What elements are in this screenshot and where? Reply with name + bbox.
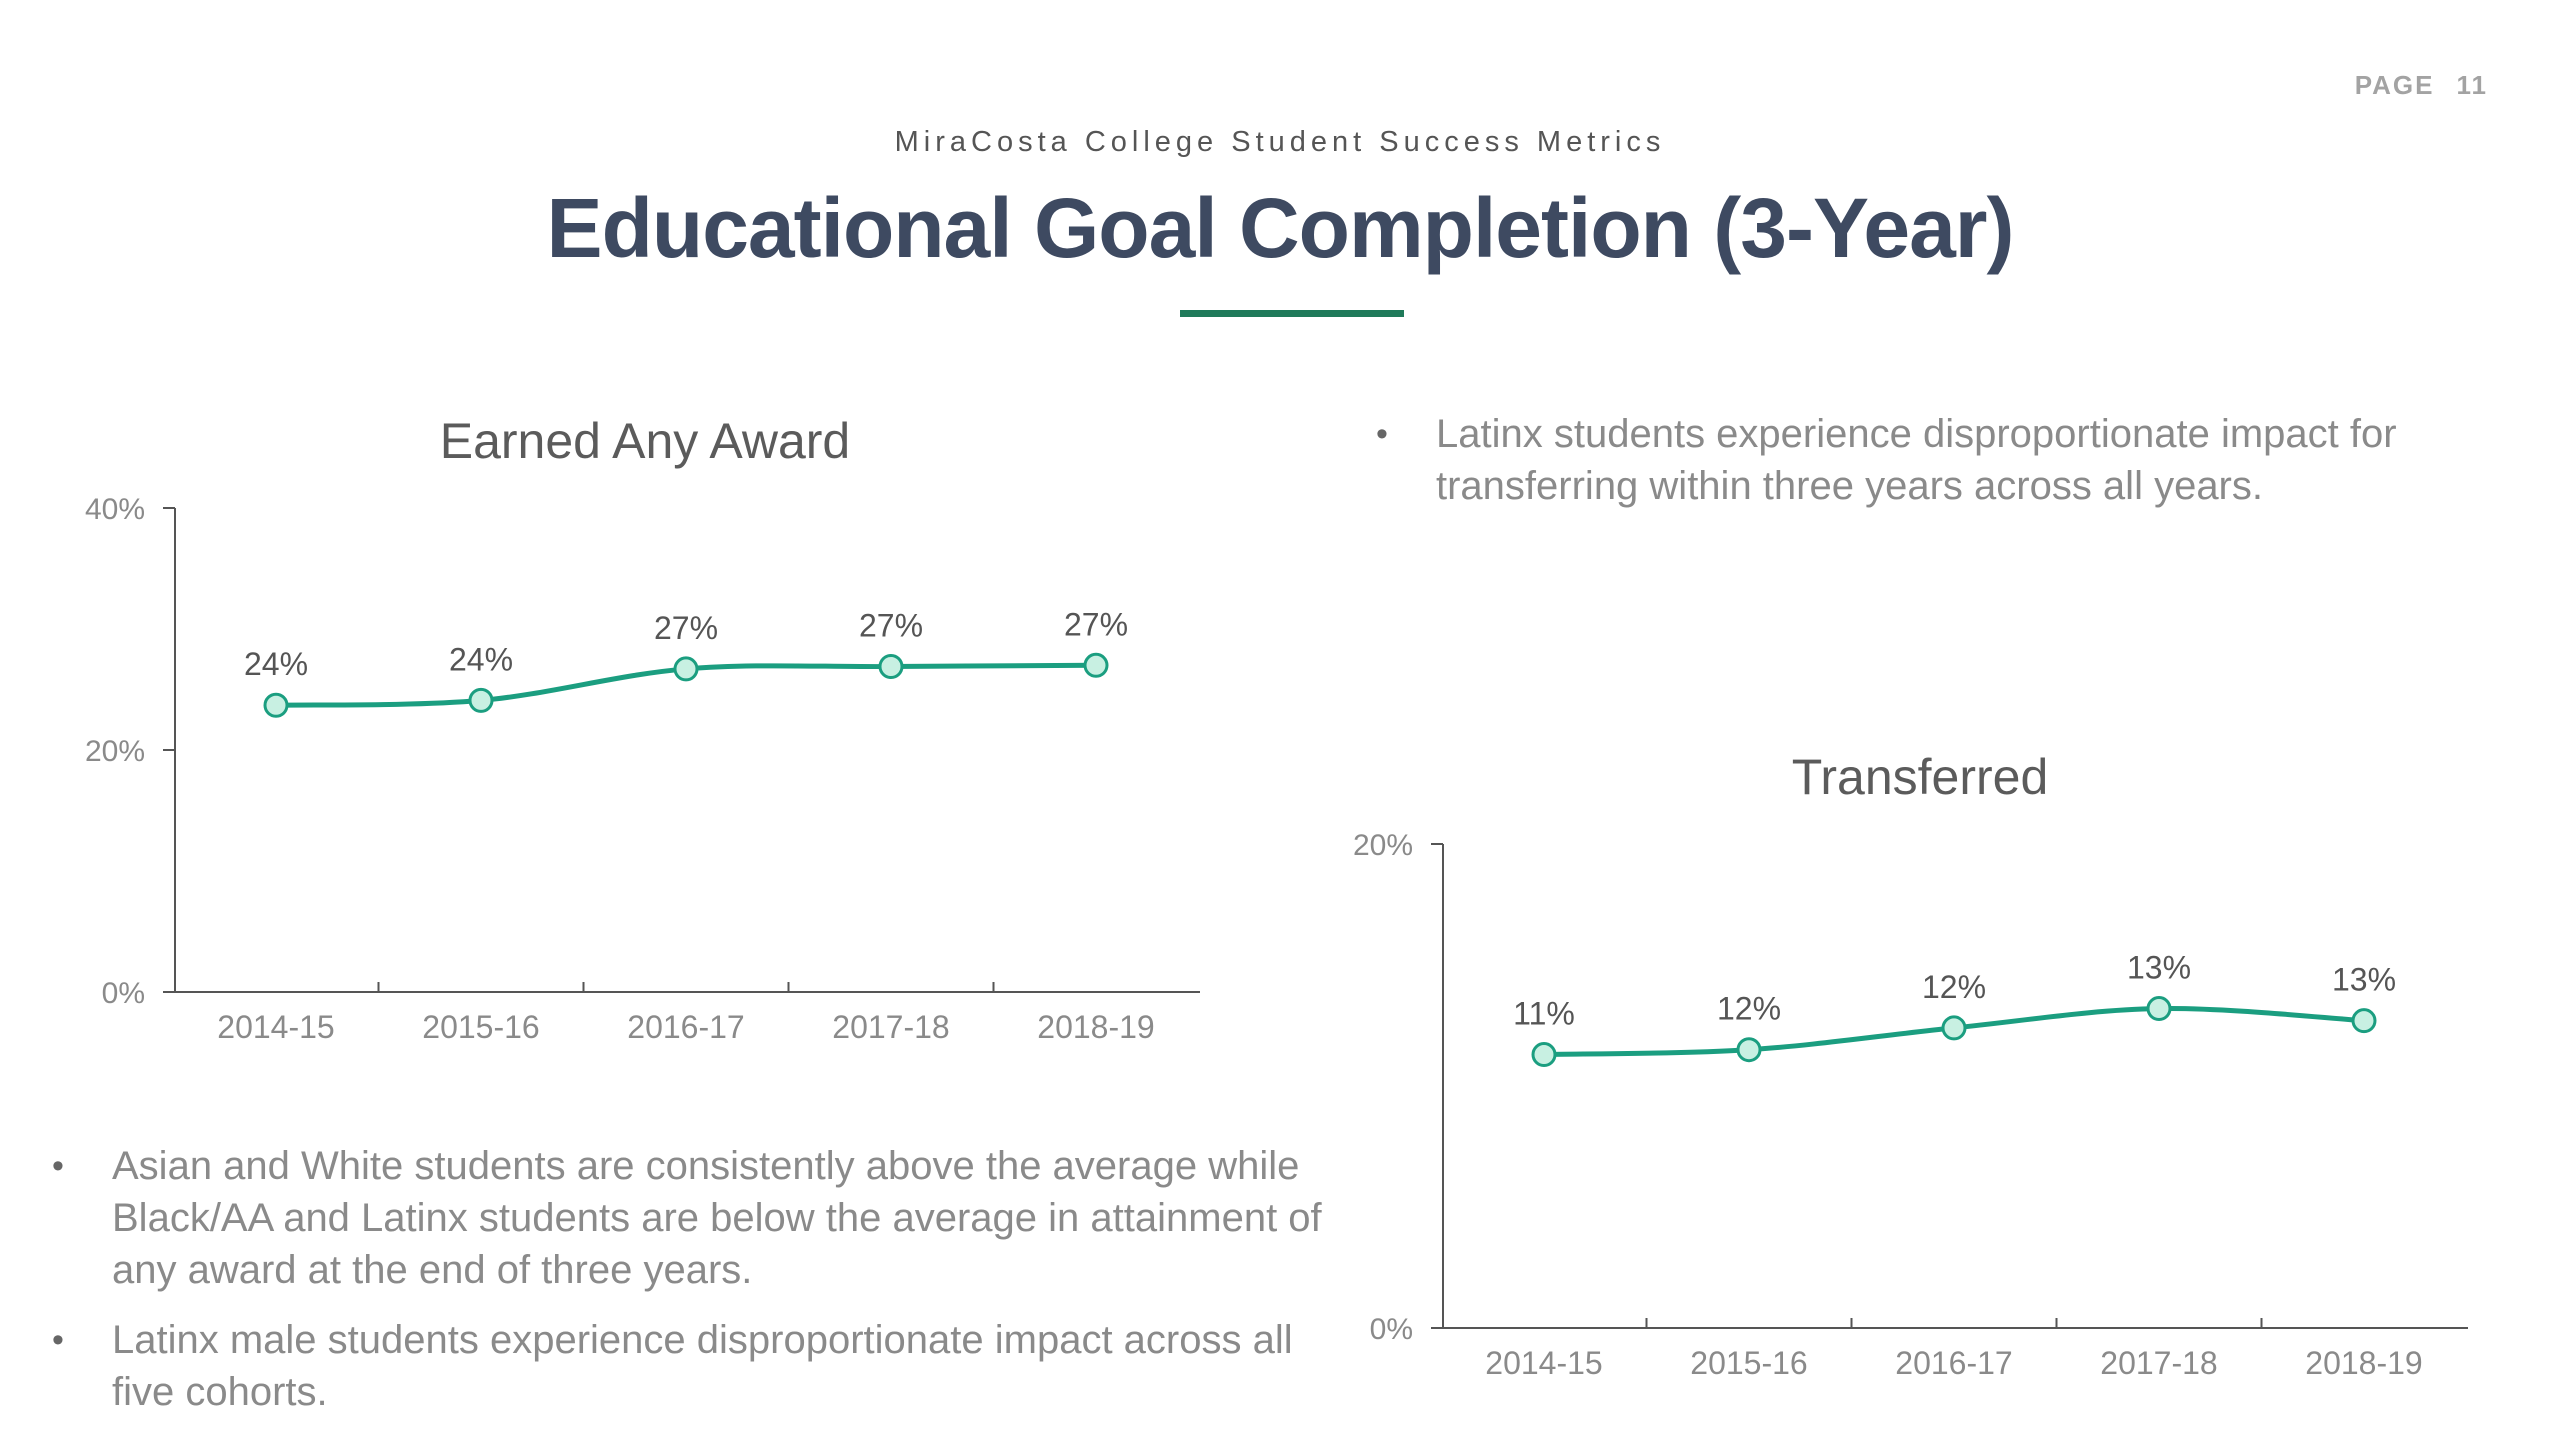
bullet-item-latinx-male: Latinx male students experience dispropo… (46, 1314, 1336, 1418)
x-tick-label-award: 2017-18 (832, 1009, 949, 1045)
bullet-item-latinx-transfer: Latinx students experience disproportion… (1370, 408, 2510, 512)
data-point-award (878, 654, 904, 680)
y-tick-label-transfer: 20% (1353, 829, 1413, 862)
data-point-award (263, 692, 289, 718)
page-number: PAGE 11 (2355, 70, 2488, 101)
bullet-list-right: Latinx students experience disproportion… (1370, 408, 2510, 530)
title-underline (1180, 310, 1404, 317)
x-tick-label-transfer: 2014-15 (1485, 1345, 1602, 1381)
x-tick-label-award: 2018-19 (1037, 1009, 1154, 1045)
bullet-item-award-gaps: Asian and White students are consistentl… (46, 1140, 1336, 1296)
data-point-transfer (1531, 1042, 1557, 1068)
x-tick-label-transfer: 2017-18 (2100, 1345, 2217, 1381)
data-label-transfer: 13% (2127, 950, 2191, 986)
data-label-transfer: 11% (1513, 996, 1575, 1032)
x-tick-label-award: 2016-17 (627, 1009, 744, 1045)
data-point-award (468, 687, 494, 713)
y-tick-label-transfer: 0% (1370, 1313, 1413, 1346)
page-subtitle: MiraCosta College Student Success Metric… (894, 126, 1666, 158)
data-label-award: 27% (654, 610, 718, 646)
x-tick-label-transfer: 2015-16 (1690, 1345, 1807, 1381)
data-point-award (1083, 652, 1109, 678)
bullet-list-left: Asian and White students are consistentl… (46, 1140, 1336, 1436)
data-label-award: 27% (1064, 606, 1128, 642)
data-point-transfer (2351, 1008, 2377, 1034)
x-tick-label-award: 2015-16 (422, 1009, 539, 1045)
chart-title-transferred: Transferred (1791, 749, 2049, 805)
data-label-award: 27% (859, 608, 923, 644)
y-tick-label-award: 20% (85, 735, 145, 768)
data-label-award: 24% (244, 646, 308, 682)
data-point-transfer (2146, 996, 2172, 1022)
data-label-transfer: 12% (1717, 991, 1781, 1027)
y-tick-label-award: 0% (102, 977, 145, 1010)
page-number-value: 11 (2456, 70, 2488, 100)
x-tick-label-transfer: 2018-19 (2305, 1345, 2422, 1381)
data-point-transfer (1941, 1015, 1967, 1041)
x-tick-label-award: 2014-15 (217, 1009, 334, 1045)
data-point-transfer (1736, 1037, 1762, 1063)
y-tick-label-award: 40% (85, 493, 145, 526)
page-title: Educational Goal Completion (3-Year) (546, 181, 2015, 275)
data-label-award: 24% (449, 641, 513, 677)
data-label-transfer: 12% (1922, 969, 1986, 1005)
chart-title-award: Earned Any Award (439, 413, 851, 469)
x-tick-label-transfer: 2016-17 (1895, 1345, 2012, 1381)
data-label-transfer: 13% (2332, 962, 2396, 998)
page-label: PAGE (2354, 70, 2435, 100)
data-point-award (673, 656, 699, 682)
